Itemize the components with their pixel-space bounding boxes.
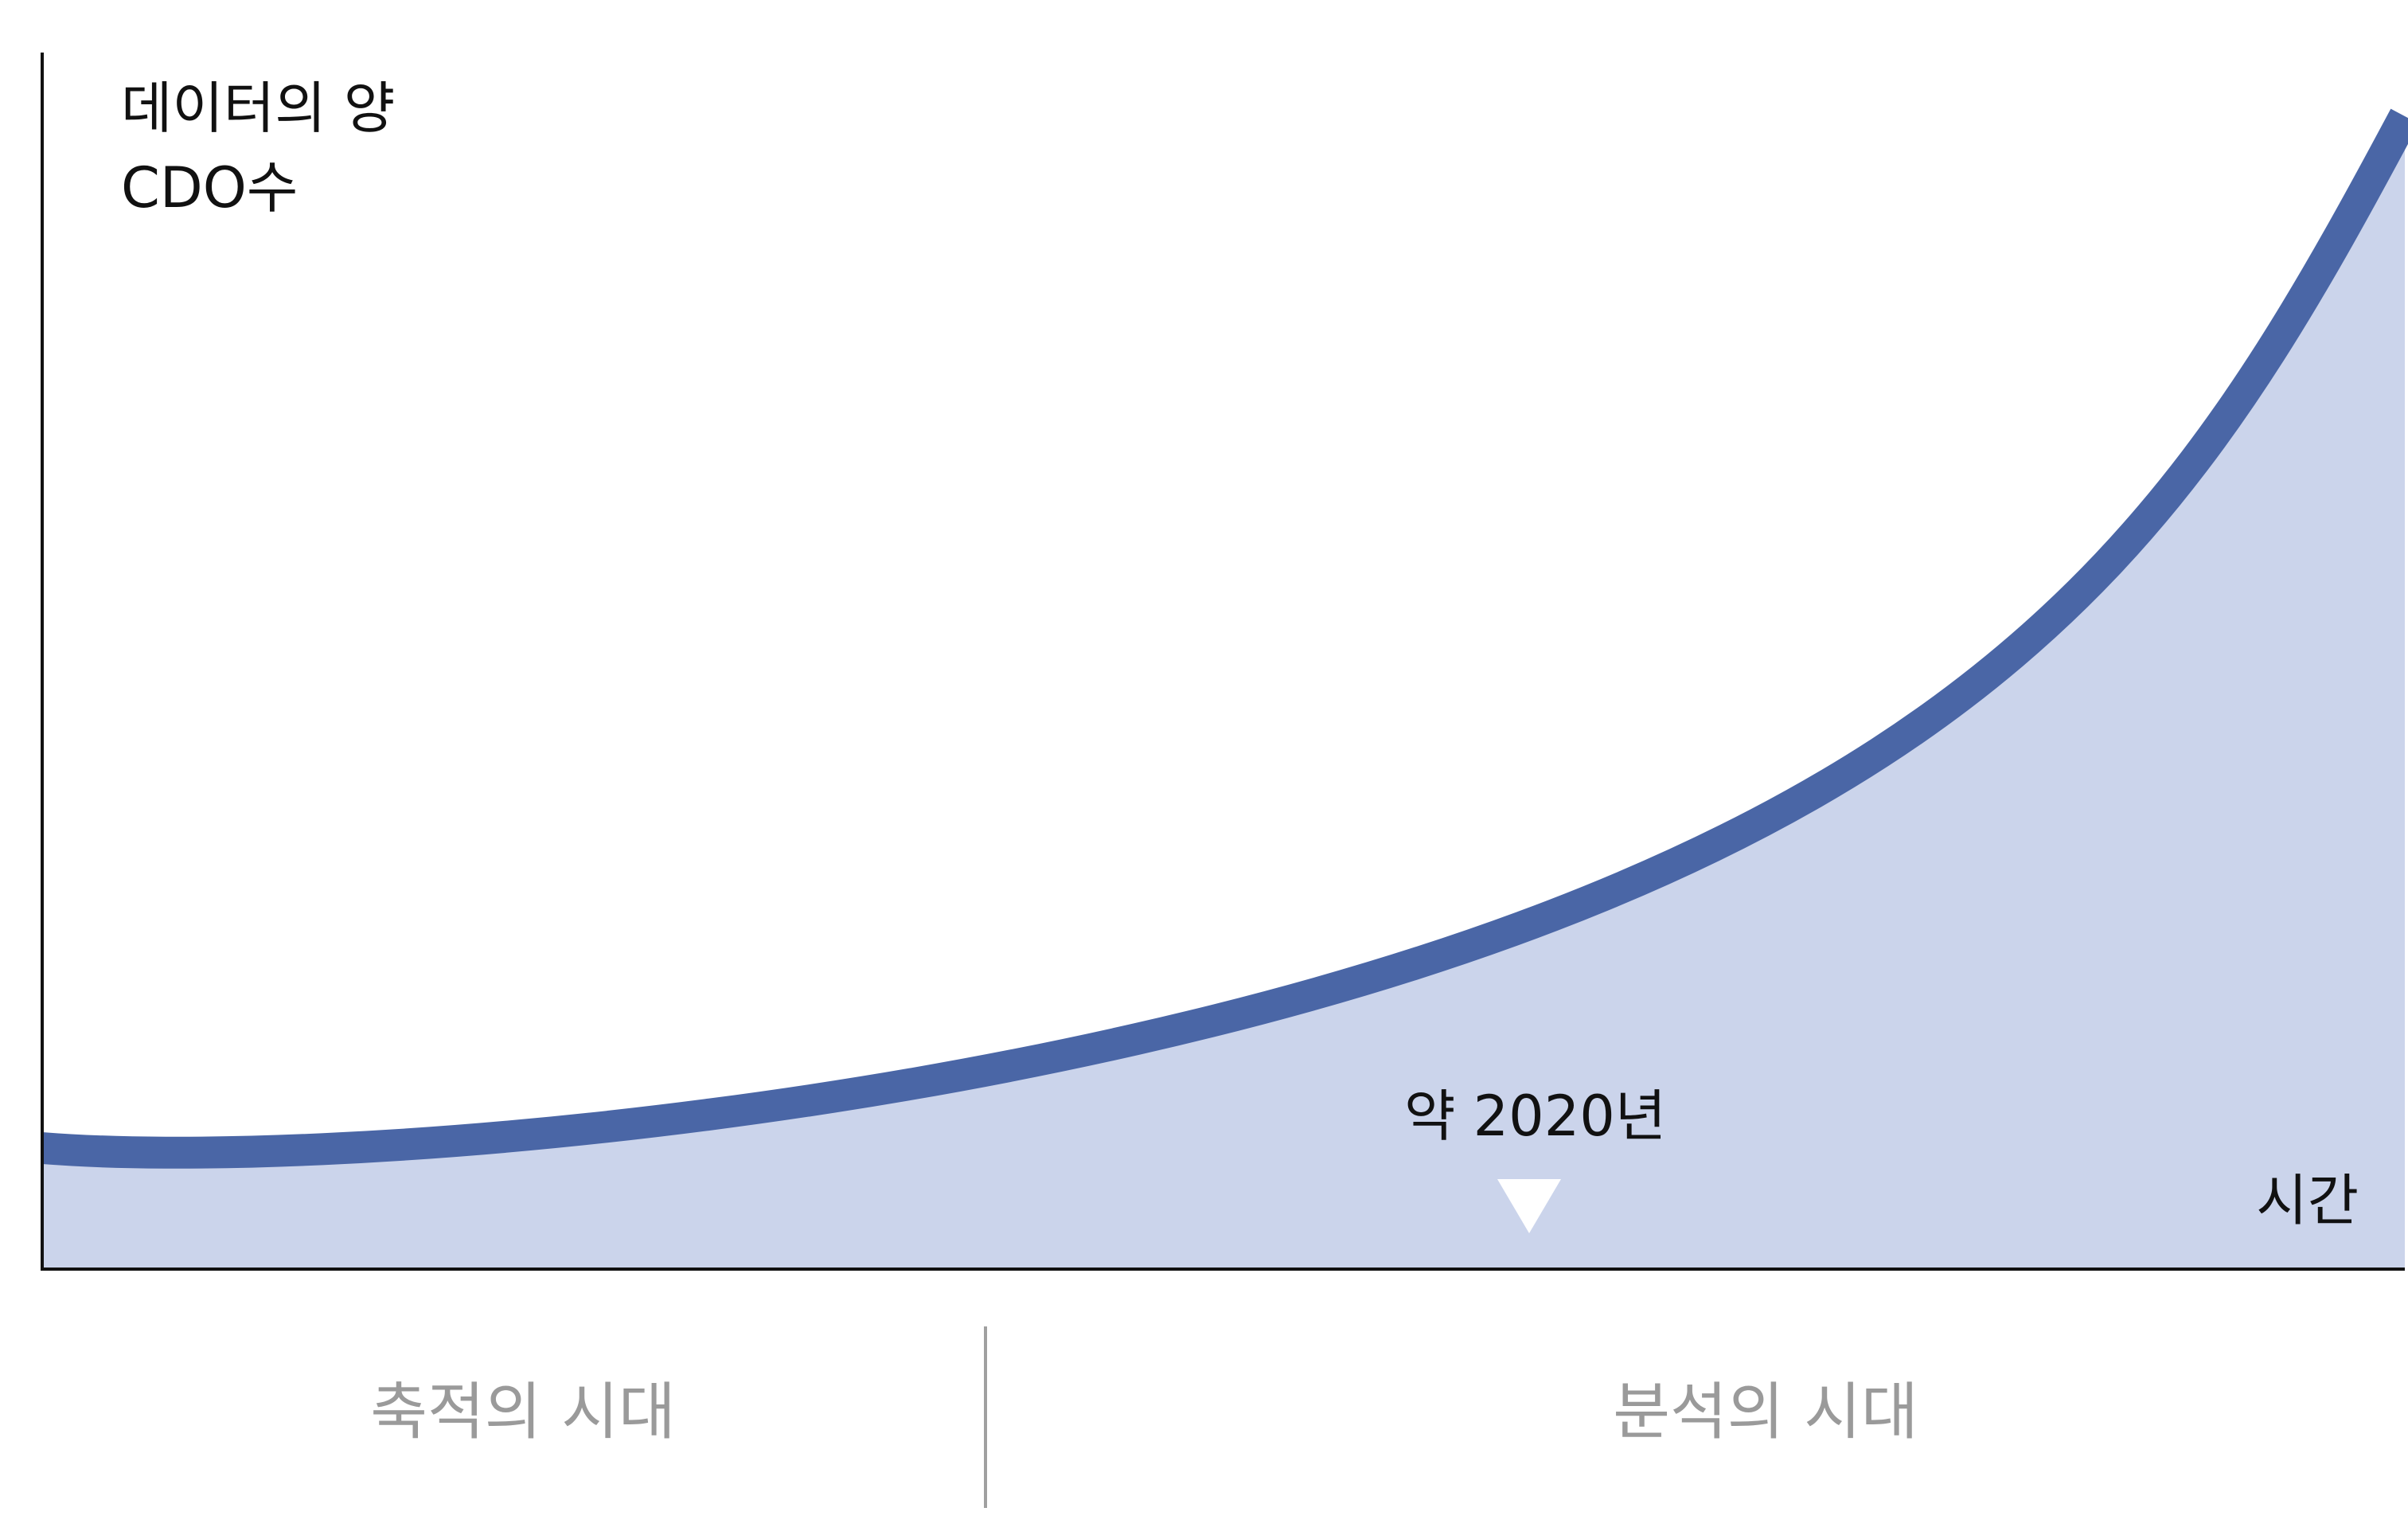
marker-triangle bbox=[1497, 1179, 1561, 1233]
y-axis-label: CDO수 bbox=[121, 155, 298, 221]
annotation: 약 2020년 bbox=[1404, 1084, 1666, 1149]
growth-curve bbox=[41, 108, 2408, 1169]
era-label: 축적의 시대 bbox=[370, 1377, 676, 1448]
x-axis-label: 시간 bbox=[2256, 1168, 2359, 1233]
y-axis-label: 데이터의 양 bbox=[121, 76, 395, 141]
area-fill bbox=[42, 116, 2405, 1269]
era-label: 분석의 시대 bbox=[1613, 1377, 1918, 1448]
